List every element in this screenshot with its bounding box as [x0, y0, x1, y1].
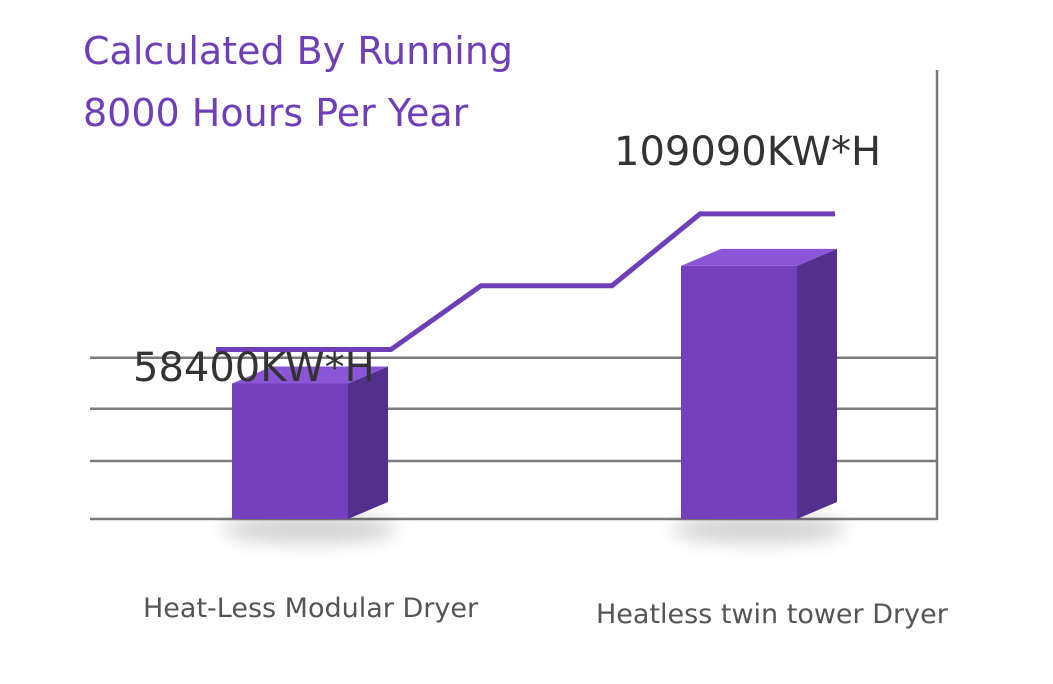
bar-front-face	[681, 265, 797, 519]
bar-shadows	[223, 515, 846, 543]
bar-1	[232, 366, 388, 519]
bar-top-face	[232, 366, 388, 384]
data-label-2: 109090KW*H	[614, 129, 881, 175]
bar-shadow	[672, 515, 846, 543]
category-label-1: Heat-Less Modular Dryer	[143, 593, 479, 624]
bar-shadow	[223, 515, 397, 543]
trend-line	[216, 211, 835, 353]
bar-side-face	[348, 366, 388, 519]
bar-top-face	[681, 248, 837, 266]
chart-title-line-1: Calculated By Running	[83, 29, 513, 73]
bar-2	[681, 248, 837, 519]
bar-side-face	[797, 248, 837, 519]
category-label-2: Heatless twin tower Dryer	[596, 599, 949, 630]
bar-front-face	[232, 383, 348, 519]
chart-title-line-2: 8000 Hours Per Year	[83, 91, 469, 135]
bars	[232, 248, 837, 519]
data-label-1: 58400KW*H	[133, 345, 375, 391]
